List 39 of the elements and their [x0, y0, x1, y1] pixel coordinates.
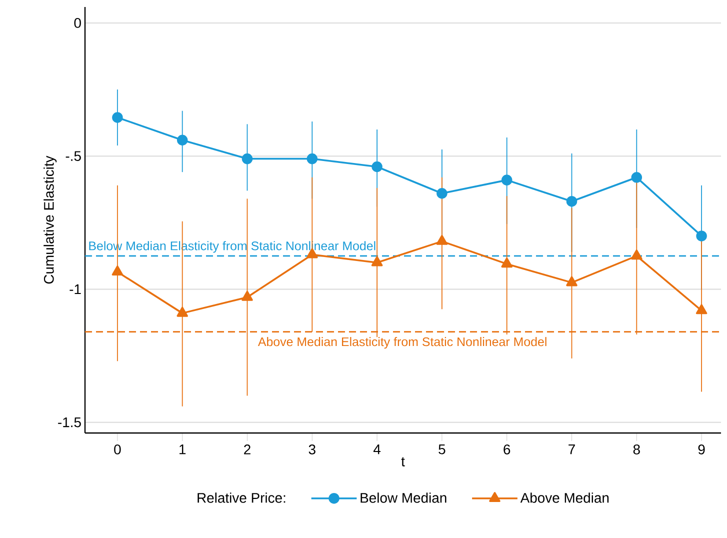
- legend-title: Relative Price:: [198, 492, 286, 503]
- x-tick-label: 2: [244, 444, 250, 454]
- legend-label: Below Median: [360, 492, 446, 503]
- point: [631, 172, 642, 183]
- legend-label: Above Median: [520, 492, 609, 503]
- x-tick-label: 9: [698, 444, 705, 454]
- point: [696, 304, 708, 314]
- point: [306, 153, 318, 164]
- ref-line-label: Above Median Elasticity from Static Nonlinear Model: [258, 337, 546, 349]
- point: [112, 266, 124, 276]
- point: [112, 112, 123, 123]
- x-tick-label: 8: [633, 444, 640, 454]
- point: [242, 290, 253, 301]
- point: [566, 276, 578, 286]
- point: [696, 230, 707, 242]
- x-tick-label: 4: [373, 444, 381, 454]
- y-tick-label: -1.5: [58, 417, 81, 428]
- point: [242, 153, 253, 164]
- point: [371, 256, 383, 266]
- point: [566, 196, 578, 207]
- x-axis-title: t: [401, 457, 405, 466]
- y-tick-label: -1: [70, 284, 81, 294]
- x-tick-label: 6: [504, 444, 510, 454]
- x-tick-label: 1: [180, 444, 186, 454]
- y-axis-title: Cumulative Elasticity: [44, 156, 57, 284]
- x-tick-label: 5: [438, 444, 446, 454]
- point: [501, 174, 512, 186]
- point: [501, 258, 512, 268]
- y-tick-label: -.5: [66, 151, 81, 161]
- point: [436, 188, 448, 199]
- point: [436, 234, 448, 245]
- point: [630, 250, 642, 260]
- x-tick-label: 7: [568, 444, 575, 454]
- point: [176, 306, 188, 317]
- y-tick-label: 0: [74, 18, 81, 28]
- point: [372, 161, 382, 172]
- x-tick-label: 0: [114, 444, 121, 454]
- x-tick-label: 3: [308, 444, 316, 454]
- point: [176, 134, 188, 146]
